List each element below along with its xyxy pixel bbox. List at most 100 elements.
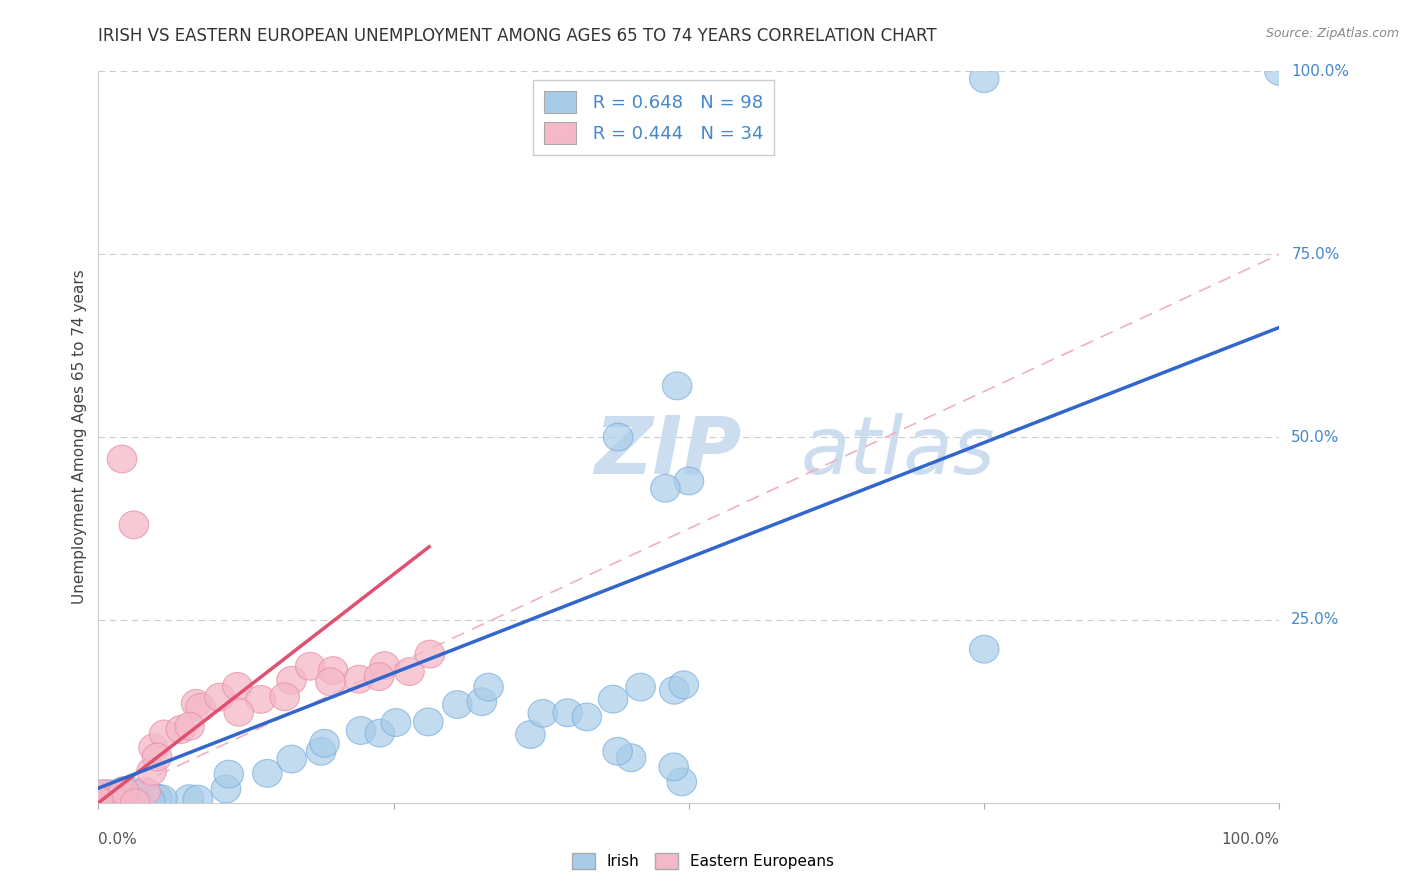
- Ellipse shape: [96, 788, 125, 816]
- Ellipse shape: [364, 663, 394, 690]
- Ellipse shape: [91, 787, 121, 814]
- Ellipse shape: [148, 785, 177, 813]
- Ellipse shape: [103, 788, 132, 815]
- Ellipse shape: [183, 785, 212, 813]
- Ellipse shape: [110, 787, 139, 815]
- Ellipse shape: [98, 786, 128, 814]
- Ellipse shape: [94, 784, 124, 812]
- Ellipse shape: [103, 786, 132, 814]
- Ellipse shape: [277, 745, 307, 773]
- Ellipse shape: [316, 668, 346, 696]
- Ellipse shape: [86, 786, 115, 814]
- Ellipse shape: [124, 784, 153, 812]
- Ellipse shape: [96, 786, 125, 814]
- Ellipse shape: [142, 743, 172, 771]
- Ellipse shape: [205, 683, 235, 711]
- Ellipse shape: [529, 699, 558, 727]
- Ellipse shape: [599, 685, 628, 713]
- Ellipse shape: [96, 780, 125, 807]
- Ellipse shape: [89, 786, 118, 814]
- Ellipse shape: [969, 635, 998, 663]
- Ellipse shape: [110, 777, 139, 805]
- Ellipse shape: [111, 789, 141, 816]
- Ellipse shape: [122, 787, 152, 814]
- Ellipse shape: [97, 789, 127, 816]
- Ellipse shape: [101, 784, 131, 812]
- Ellipse shape: [270, 683, 299, 711]
- Legend: Irish, Eastern Europeans: Irish, Eastern Europeans: [565, 847, 841, 875]
- Ellipse shape: [136, 757, 166, 785]
- Ellipse shape: [662, 372, 692, 400]
- Legend:  R = 0.648   N = 98,  R = 0.444   N = 34: R = 0.648 N = 98, R = 0.444 N = 34: [533, 80, 775, 155]
- Ellipse shape: [603, 738, 633, 765]
- Text: 50.0%: 50.0%: [1291, 430, 1340, 444]
- Ellipse shape: [110, 783, 139, 811]
- Ellipse shape: [94, 788, 124, 815]
- Ellipse shape: [114, 787, 143, 814]
- Ellipse shape: [344, 665, 374, 693]
- Ellipse shape: [108, 785, 138, 813]
- Ellipse shape: [474, 673, 503, 701]
- Ellipse shape: [96, 787, 125, 815]
- Ellipse shape: [626, 673, 655, 701]
- Ellipse shape: [246, 686, 276, 714]
- Ellipse shape: [516, 721, 546, 748]
- Ellipse shape: [86, 780, 115, 808]
- Ellipse shape: [346, 716, 375, 745]
- Ellipse shape: [105, 780, 135, 808]
- Ellipse shape: [143, 785, 173, 813]
- Ellipse shape: [112, 781, 142, 809]
- Text: 100.0%: 100.0%: [1291, 64, 1350, 78]
- Ellipse shape: [673, 467, 703, 495]
- Ellipse shape: [366, 719, 395, 747]
- Ellipse shape: [413, 708, 443, 736]
- Ellipse shape: [104, 781, 134, 810]
- Ellipse shape: [100, 787, 129, 814]
- Ellipse shape: [174, 713, 204, 740]
- Ellipse shape: [174, 785, 204, 813]
- Ellipse shape: [253, 759, 283, 788]
- Ellipse shape: [108, 777, 138, 805]
- Ellipse shape: [143, 784, 173, 812]
- Ellipse shape: [572, 703, 602, 731]
- Text: 0.0%: 0.0%: [98, 832, 138, 847]
- Ellipse shape: [131, 788, 160, 815]
- Ellipse shape: [666, 768, 696, 796]
- Ellipse shape: [166, 715, 195, 743]
- Ellipse shape: [94, 787, 124, 814]
- Ellipse shape: [100, 789, 129, 816]
- Ellipse shape: [120, 511, 149, 539]
- Ellipse shape: [307, 738, 336, 765]
- Ellipse shape: [117, 780, 146, 808]
- Text: IRISH VS EASTERN EUROPEAN UNEMPLOYMENT AMONG AGES 65 TO 74 YEARS CORRELATION CHA: IRISH VS EASTERN EUROPEAN UNEMPLOYMENT A…: [98, 27, 936, 45]
- Ellipse shape: [659, 753, 689, 780]
- Ellipse shape: [107, 445, 136, 473]
- Y-axis label: Unemployment Among Ages 65 to 74 years: Unemployment Among Ages 65 to 74 years: [72, 269, 87, 605]
- Ellipse shape: [467, 688, 496, 715]
- Ellipse shape: [100, 789, 129, 816]
- Ellipse shape: [118, 778, 148, 805]
- Ellipse shape: [112, 789, 142, 816]
- Ellipse shape: [224, 698, 253, 726]
- Text: ZIP: ZIP: [595, 413, 742, 491]
- Ellipse shape: [121, 789, 150, 817]
- Ellipse shape: [1265, 57, 1294, 86]
- Ellipse shape: [84, 789, 114, 816]
- Ellipse shape: [181, 690, 211, 717]
- Ellipse shape: [395, 657, 425, 685]
- Ellipse shape: [105, 789, 135, 816]
- Ellipse shape: [669, 671, 699, 698]
- Ellipse shape: [318, 657, 347, 684]
- Ellipse shape: [89, 783, 118, 811]
- Text: 100.0%: 100.0%: [1222, 832, 1279, 847]
- Ellipse shape: [443, 690, 472, 718]
- Ellipse shape: [603, 423, 633, 451]
- Ellipse shape: [90, 785, 120, 813]
- Ellipse shape: [211, 775, 240, 803]
- Ellipse shape: [84, 783, 114, 811]
- Ellipse shape: [91, 782, 121, 810]
- Ellipse shape: [370, 652, 399, 680]
- Ellipse shape: [553, 698, 582, 727]
- Ellipse shape: [651, 475, 681, 502]
- Ellipse shape: [91, 784, 121, 812]
